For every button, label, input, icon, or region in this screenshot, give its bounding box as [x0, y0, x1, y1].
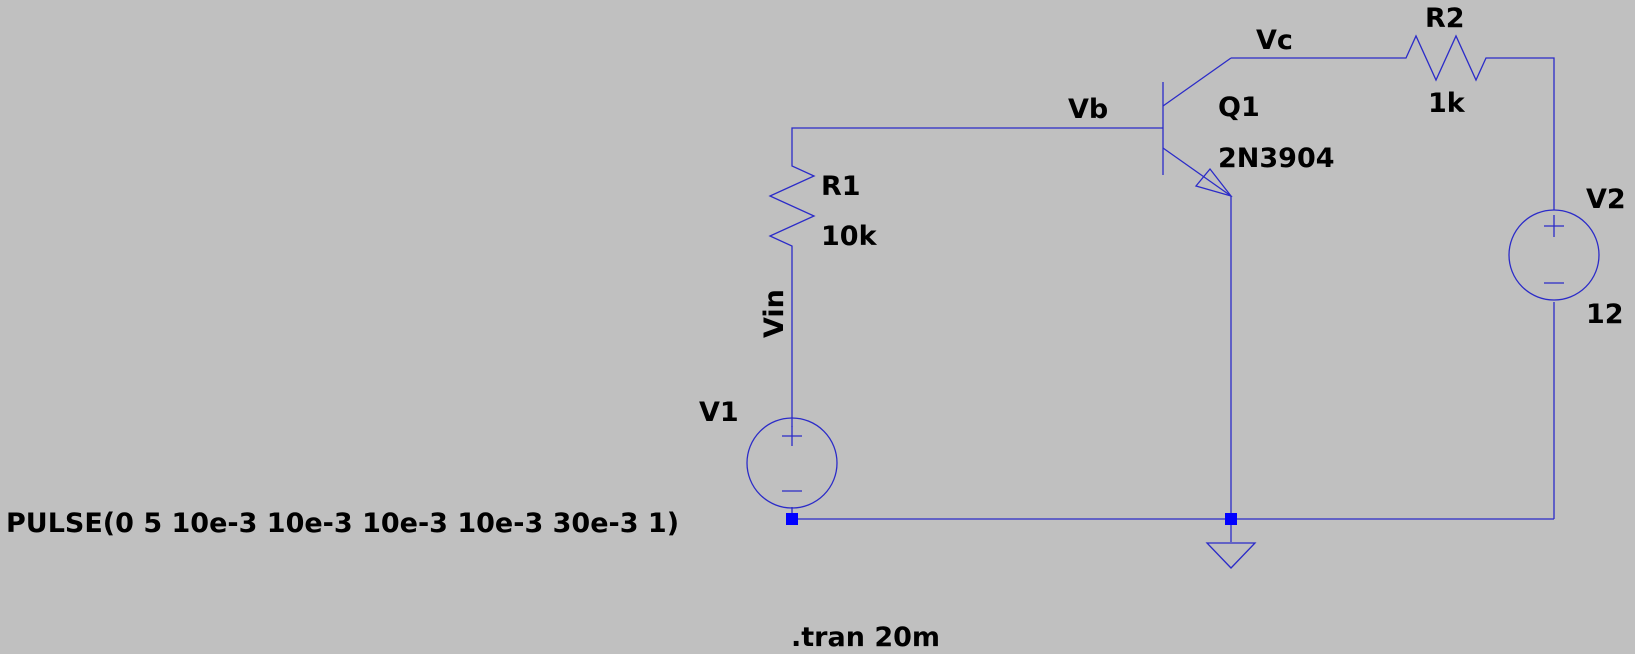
q1-model-label[interactable]: 2N3904 [1218, 143, 1335, 174]
r1-value-label[interactable]: 10k [821, 221, 878, 252]
junction-ground [1225, 513, 1237, 525]
v1-value-label[interactable]: PULSE(0 5 10e-3 10e-3 10e-3 10e-3 30e-3 … [6, 508, 679, 539]
ground-symbol[interactable] [1205, 542, 1257, 569]
wire-vb[interactable] [791, 127, 1163, 162]
wire-v2-top[interactable] [1496, 57, 1555, 210]
transistor-q1[interactable] [1162, 57, 1233, 198]
resistor-r1[interactable] [768, 162, 816, 250]
net-label-vin[interactable]: Vin [759, 289, 790, 338]
net-label-vb[interactable]: Vb [1068, 94, 1108, 125]
v2-name-label[interactable]: V2 [1586, 184, 1626, 215]
r1-name-label[interactable]: R1 [821, 171, 861, 202]
v2-value-label[interactable]: 12 [1586, 299, 1624, 330]
net-label-vc[interactable]: Vc [1256, 25, 1293, 56]
r2-name-label[interactable]: R2 [1425, 3, 1465, 34]
r2-value-label[interactable]: 1k [1428, 88, 1466, 119]
spice-directive[interactable]: .tran 20m [791, 622, 940, 653]
resistor-r2[interactable] [1402, 34, 1496, 82]
v1-name-label[interactable]: V1 [699, 397, 739, 428]
q1-name-label[interactable]: Q1 [1218, 92, 1260, 123]
voltage-source-v1[interactable] [746, 417, 838, 519]
junction-v1-minus [786, 513, 798, 525]
voltage-source-v2[interactable] [1508, 209, 1600, 301]
wires [791, 57, 1555, 542]
